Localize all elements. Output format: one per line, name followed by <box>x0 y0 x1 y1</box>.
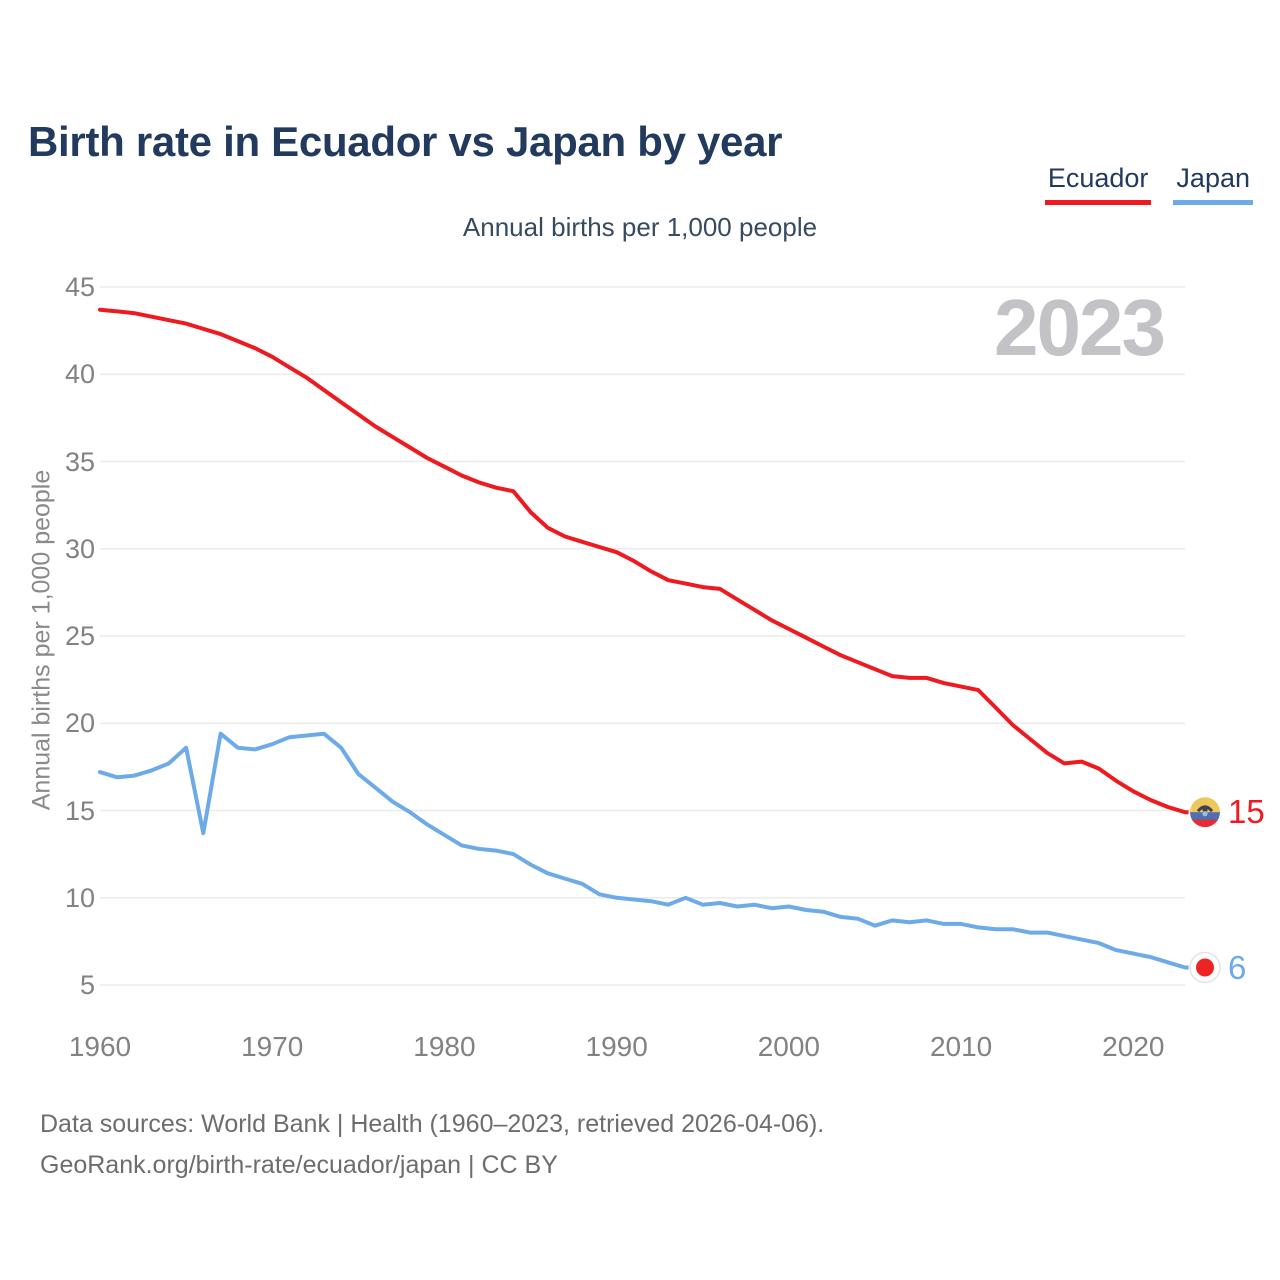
x-tick-label: 2000 <box>757 1031 821 1062</box>
y-tick-label: 10 <box>64 882 95 913</box>
legend-item-japan[interactable]: Japan <box>1173 163 1253 205</box>
ecuador-end-value-label: 15 <box>1228 793 1265 831</box>
y-tick-label: 5 <box>79 970 95 1000</box>
data-sources-line: Data sources: World Bank | Health (1960–… <box>40 1110 825 1138</box>
ecuador-flag-marker[interactable] <box>1188 795 1222 829</box>
legend-label-japan: Japan <box>1176 163 1250 193</box>
x-tick-label: 1960 <box>68 1031 132 1062</box>
y-tick-label: 15 <box>64 795 95 826</box>
y-tick-label: 20 <box>64 708 95 739</box>
y-tick-label: 30 <box>64 533 95 564</box>
chart-legend: Ecuador Japan <box>1044 163 1253 205</box>
japan-line[interactable] <box>98 731 1207 970</box>
legend-item-ecuador[interactable]: Ecuador <box>1044 163 1152 205</box>
y-tick-label: 25 <box>64 621 95 651</box>
year-watermark: 2023 <box>994 283 1166 372</box>
y-tick-label: 45 <box>64 272 95 302</box>
x-tick-label: 2020 <box>1102 1031 1165 1062</box>
japan-end-value-label: 6 <box>1228 948 1247 986</box>
attribution-line: GeoRank.org/birth-rate/ecuador/japan | C… <box>40 1151 558 1179</box>
ecuador-line[interactable] <box>98 307 1207 815</box>
x-tick-label: 2010 <box>929 1031 993 1062</box>
legend-label-ecuador: Ecuador <box>1047 163 1149 193</box>
x-tick-label: 1990 <box>585 1031 648 1062</box>
x-tick-label: 1980 <box>413 1031 476 1062</box>
japan-flag-marker[interactable] <box>1188 951 1222 984</box>
chart-subtitle: Annual births per 1,000 people <box>462 212 818 242</box>
y-tick-label: 35 <box>64 446 95 477</box>
chart-footer: Data sources: World Bank | Health (1960–… <box>40 1104 824 1186</box>
x-tick-label: 1970 <box>241 1031 304 1062</box>
y-tick-label: 40 <box>64 359 95 390</box>
page-title: Birth rate in Ecuador vs Japan by year <box>28 118 783 166</box>
